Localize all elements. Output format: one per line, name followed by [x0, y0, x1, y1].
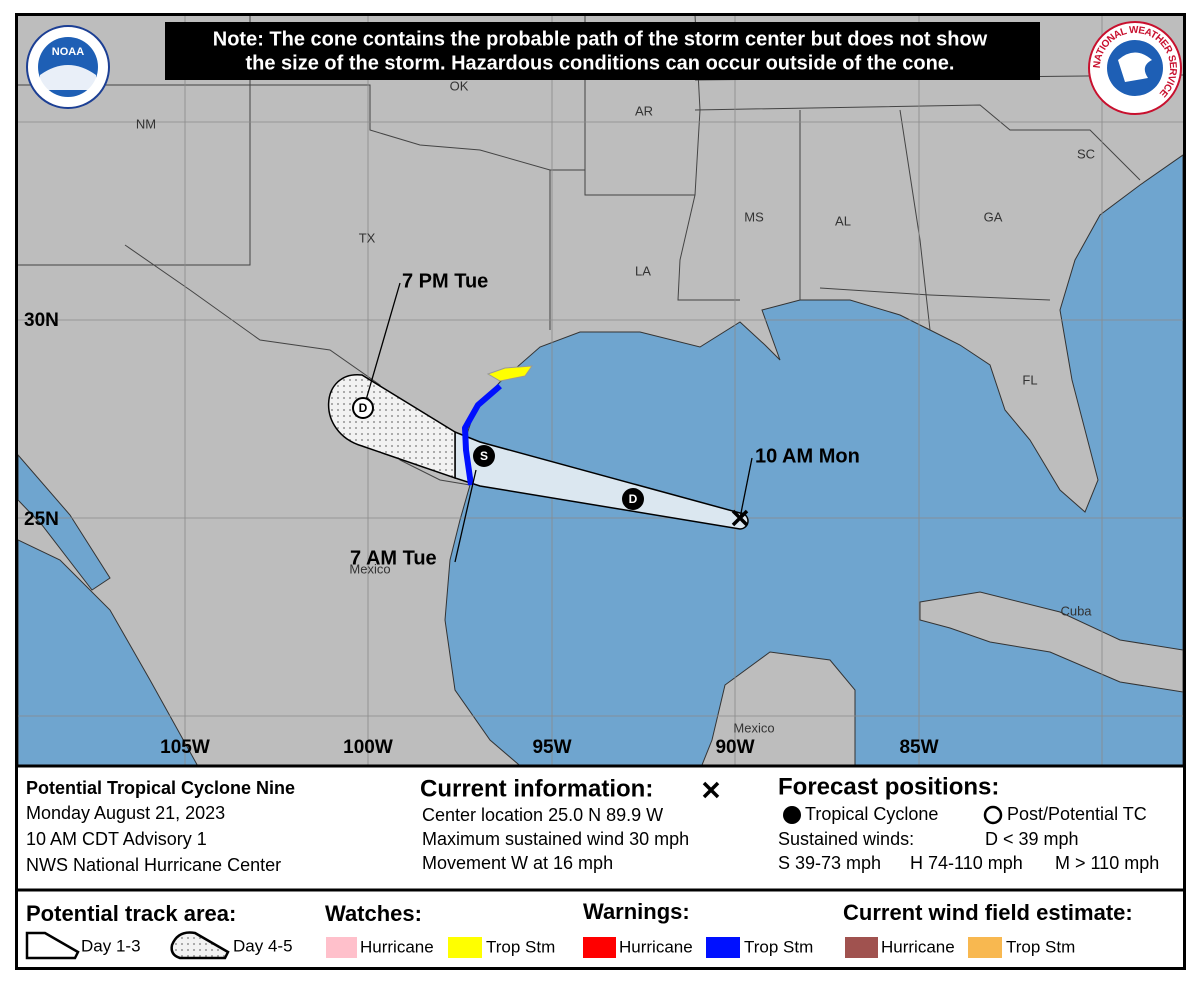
- point-label: D: [359, 401, 368, 415]
- region-label: SC: [1077, 146, 1095, 161]
- legend-item: Day 4-5: [233, 936, 293, 955]
- label-lines: [365, 282, 753, 563]
- legend-swatch: [968, 937, 1002, 958]
- forecast-legend: M > 110 mph: [1055, 853, 1159, 873]
- longitude-label: 90W: [715, 737, 754, 758]
- tropical-storm-watch: [486, 365, 534, 382]
- region-label: FL: [1022, 372, 1037, 387]
- region-label: MS: [744, 209, 764, 224]
- note-box: [165, 22, 1040, 80]
- point-label: D: [629, 492, 638, 506]
- forecast-point: [473, 445, 495, 467]
- point-label: S: [480, 449, 488, 463]
- legend-heading: Watches:: [325, 901, 422, 926]
- latitude-label: 30N: [24, 310, 59, 331]
- graticule: [18, 15, 1183, 765]
- region-label: AR: [635, 103, 653, 118]
- region-label: Cuba: [1060, 603, 1092, 618]
- legend-heading: Warnings:: [583, 899, 690, 924]
- region-label: OK: [450, 78, 469, 93]
- legend-heading: Potential track area:: [26, 901, 236, 926]
- region-label: NM: [136, 116, 156, 131]
- legend-heading: Current wind field estimate:: [843, 900, 1133, 925]
- legend-swatch: [583, 937, 616, 958]
- legend-swatch: [326, 937, 357, 958]
- forecast-legend: S 39-73 mph: [778, 853, 881, 873]
- legend-item: Hurricane: [881, 937, 955, 956]
- issuer: NWS National Hurricane Center: [26, 855, 281, 875]
- latitude-label: 25N: [24, 509, 59, 530]
- current-symbol: [702, 781, 720, 799]
- tropical-storm-warning: [462, 383, 502, 486]
- legend-item: Trop Stm: [1006, 937, 1075, 956]
- note: Note: The cone contains the probable pat…: [213, 28, 988, 50]
- storm-name: Potential Tropical Cyclone Nine: [26, 778, 295, 798]
- legend-swatch: [448, 937, 482, 958]
- pacific-ocean: [18, 539, 198, 765]
- section-heading: Current information:: [420, 775, 653, 802]
- region-label: Mexico: [349, 561, 390, 576]
- region-label: AL: [835, 213, 851, 228]
- region-label: TX: [359, 230, 376, 245]
- current-info: Maximum sustained wind 30 mph: [422, 829, 689, 849]
- legend-swatch: [706, 937, 740, 958]
- time-label: 7 PM Tue: [402, 270, 488, 292]
- legend-item: Day 1-3: [81, 936, 141, 955]
- forecast-legend: Sustained winds:: [778, 829, 914, 849]
- legend-item: Hurricane: [360, 937, 434, 956]
- cuba: [919, 591, 1183, 693]
- section-heading: Forecast positions:: [778, 773, 999, 800]
- legend-symbol: [983, 805, 1003, 825]
- gulf-of-california: [18, 454, 111, 591]
- legend-item: Trop Stm: [744, 937, 813, 956]
- time-label: 10 AM Mon: [755, 445, 860, 467]
- map: D S D NM OK AR TX MS AL GA SC LA FL Mexi…: [18, 15, 1183, 765]
- region-label: LA: [635, 263, 651, 278]
- noaa-logo: NOAA: [26, 25, 110, 109]
- legend-swatch: [845, 937, 878, 958]
- legend-item: Trop Stm: [486, 937, 555, 956]
- longitude-label: 100W: [343, 737, 393, 758]
- region-label: GA: [984, 209, 1003, 224]
- region-label: Mexico: [733, 720, 774, 735]
- longitude-label: 85W: [899, 737, 938, 758]
- time-label: 7 AM Tue: [350, 547, 437, 569]
- legend-symbol: [170, 931, 230, 960]
- longitude-label: 105W: [160, 737, 210, 758]
- forecast-point: [352, 397, 374, 419]
- forecast-legend: Post/Potential TC: [1007, 804, 1147, 824]
- storm-date: Monday August 21, 2023: [26, 803, 225, 823]
- legend-item: Hurricane: [619, 937, 693, 956]
- frame: [15, 13, 1186, 970]
- nws-logo: NATIONAL WEATHER SERVICE: [1088, 21, 1182, 115]
- forecast-point: [622, 488, 644, 510]
- logo-text: NOAA: [52, 46, 84, 58]
- current-position: [731, 509, 749, 527]
- current-info: Center location 25.0 N 89.9 W: [422, 805, 663, 825]
- current-info: Movement W at 16 mph: [422, 853, 613, 873]
- longitude-label: 95W: [532, 737, 571, 758]
- forecast-legend: D < 39 mph: [985, 829, 1079, 849]
- legend-symbol: [25, 931, 80, 960]
- forecast-legend: Tropical Cyclone: [805, 804, 938, 824]
- advisory: 10 AM CDT Advisory 1: [26, 829, 207, 849]
- forecast-legend: H 74-110 mph: [910, 853, 1023, 873]
- note: the size of the storm. Hazardous conditi…: [246, 52, 955, 74]
- legend-symbol: [783, 806, 801, 824]
